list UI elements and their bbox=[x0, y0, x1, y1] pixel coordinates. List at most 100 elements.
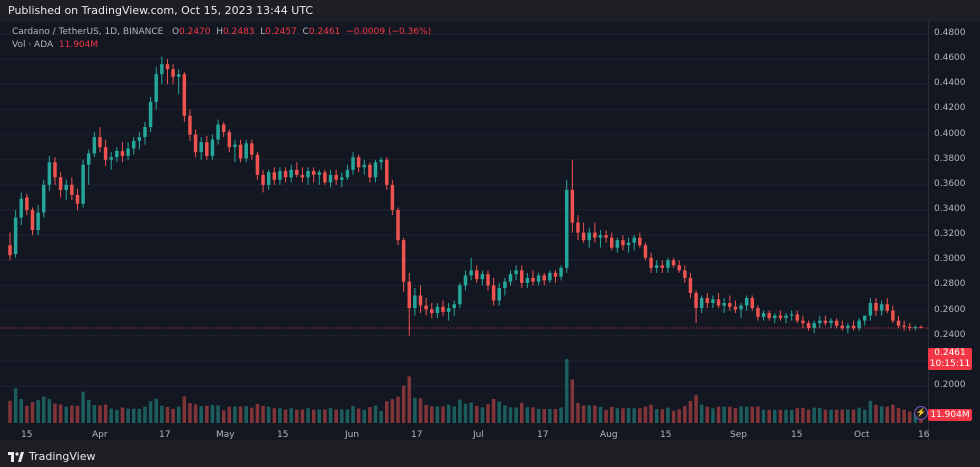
candle bbox=[75, 194, 80, 204]
candle bbox=[671, 260, 676, 266]
candle bbox=[401, 240, 406, 282]
volume-bar bbox=[413, 397, 417, 423]
candle bbox=[188, 115, 192, 135]
volume-bar bbox=[564, 359, 569, 423]
candle bbox=[851, 325, 856, 329]
candle bbox=[683, 270, 687, 278]
close-label: C bbox=[302, 27, 309, 37]
volume-bar bbox=[660, 409, 665, 423]
volume-bar bbox=[272, 408, 277, 423]
volume-bar bbox=[58, 404, 63, 423]
volume-bar bbox=[626, 408, 631, 423]
price-tick-label: 0.4800 bbox=[934, 28, 966, 38]
price-axis[interactable] bbox=[928, 22, 980, 440]
volume-bar bbox=[728, 406, 732, 423]
bottom-bar bbox=[0, 440, 980, 467]
candle bbox=[413, 295, 417, 309]
volume-label: Vol · ADA bbox=[12, 40, 54, 50]
candle bbox=[131, 140, 136, 149]
candle bbox=[711, 299, 715, 304]
volume-bar bbox=[86, 399, 91, 423]
volume-bar bbox=[182, 396, 187, 423]
volume-bar bbox=[694, 395, 698, 423]
time-tick-label: 15 bbox=[660, 430, 672, 440]
volume-bar bbox=[295, 409, 299, 423]
volume-bar bbox=[885, 406, 890, 423]
tradingview-brand[interactable]: TradingView bbox=[8, 450, 95, 463]
volume-bar bbox=[340, 409, 344, 423]
time-tick-label: Sep bbox=[730, 430, 747, 440]
candle bbox=[778, 315, 783, 319]
volume-bar bbox=[711, 408, 715, 423]
candle bbox=[176, 74, 181, 77]
volume-bar bbox=[317, 409, 322, 423]
lightning-icon[interactable]: ⚡ bbox=[914, 406, 928, 420]
volume-bar bbox=[570, 379, 575, 423]
candle bbox=[19, 198, 23, 218]
volume-bar bbox=[244, 406, 248, 423]
volume-bar bbox=[373, 405, 378, 423]
volume-bar bbox=[497, 401, 501, 423]
volume-bar bbox=[401, 385, 406, 423]
volume-bar bbox=[356, 408, 361, 423]
candle bbox=[385, 159, 389, 185]
candle bbox=[615, 240, 620, 248]
volume-bar bbox=[396, 396, 400, 423]
candle bbox=[295, 169, 299, 175]
candle bbox=[171, 69, 175, 77]
volume-bar bbox=[351, 405, 355, 423]
candle bbox=[317, 172, 322, 175]
volume-bar bbox=[452, 406, 456, 423]
candle bbox=[756, 308, 760, 317]
candle bbox=[435, 306, 440, 314]
candle bbox=[205, 142, 209, 156]
candle bbox=[508, 274, 513, 282]
candle bbox=[92, 137, 97, 154]
price-tick-label: 0.2400 bbox=[934, 329, 966, 340]
candle bbox=[373, 162, 378, 178]
candle bbox=[41, 184, 46, 213]
candle bbox=[699, 298, 704, 309]
candle bbox=[705, 298, 710, 304]
candle bbox=[278, 171, 282, 180]
candle bbox=[115, 150, 119, 158]
volume-bar bbox=[638, 408, 642, 423]
candle bbox=[503, 281, 507, 288]
volume-bar bbox=[250, 407, 254, 423]
candle bbox=[660, 265, 665, 268]
candle bbox=[165, 64, 170, 70]
volume-bar bbox=[818, 407, 822, 423]
candle bbox=[418, 295, 423, 306]
volume-bar bbox=[120, 407, 125, 423]
candle bbox=[98, 137, 102, 148]
volume-bar bbox=[19, 399, 23, 423]
time-tick-label: Oct bbox=[854, 430, 870, 440]
candle bbox=[632, 237, 636, 243]
volume-bar bbox=[36, 399, 40, 423]
volume-bar bbox=[216, 405, 220, 423]
volume-bar bbox=[441, 406, 445, 423]
candle bbox=[677, 265, 681, 271]
candle bbox=[536, 275, 541, 282]
volume-bar bbox=[199, 406, 203, 423]
candle bbox=[182, 74, 187, 116]
candle bbox=[795, 314, 800, 321]
candle bbox=[823, 320, 828, 324]
volume-bar bbox=[593, 405, 597, 423]
volume-bar bbox=[761, 409, 766, 423]
volume-bar bbox=[750, 406, 755, 423]
volume-bar bbox=[171, 408, 175, 423]
candle bbox=[53, 162, 57, 178]
candle bbox=[868, 303, 873, 316]
candle bbox=[103, 147, 108, 160]
candle bbox=[13, 217, 18, 254]
open-value: 0.2470 bbox=[179, 27, 211, 37]
candle bbox=[154, 74, 158, 102]
candle bbox=[446, 308, 451, 312]
volume-bar bbox=[233, 406, 237, 423]
time-tick-label: 16 bbox=[918, 430, 930, 440]
candle bbox=[64, 184, 68, 190]
time-tick-label: 15 bbox=[277, 430, 289, 440]
candle bbox=[407, 281, 412, 309]
